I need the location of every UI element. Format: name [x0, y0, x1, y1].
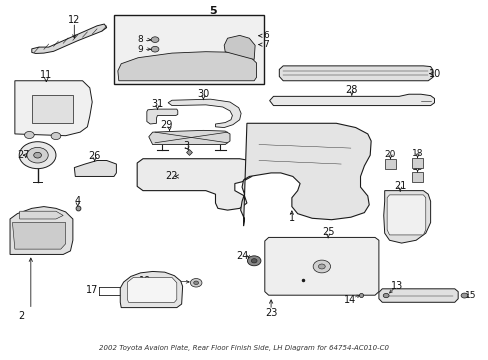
Text: 26: 26	[88, 151, 101, 161]
Text: 13: 13	[390, 281, 402, 291]
Circle shape	[383, 293, 388, 298]
Circle shape	[251, 259, 257, 263]
Text: 11: 11	[40, 71, 52, 80]
Text: 24: 24	[235, 251, 248, 261]
Polygon shape	[386, 195, 425, 235]
Polygon shape	[148, 130, 229, 145]
Circle shape	[193, 281, 198, 284]
Text: 29: 29	[160, 120, 172, 130]
Polygon shape	[279, 66, 432, 81]
Polygon shape	[127, 278, 177, 302]
Polygon shape	[146, 109, 178, 124]
Polygon shape	[32, 24, 106, 54]
Text: 10: 10	[428, 69, 441, 79]
Polygon shape	[269, 94, 434, 105]
Circle shape	[318, 264, 325, 269]
Bar	[114, 15, 264, 84]
Circle shape	[247, 256, 261, 266]
Text: 25: 25	[321, 228, 334, 238]
Polygon shape	[12, 222, 65, 249]
Text: 28: 28	[345, 85, 357, 95]
Text: 4: 4	[75, 196, 81, 206]
Text: 22: 22	[164, 171, 177, 181]
Polygon shape	[378, 289, 457, 302]
Circle shape	[19, 142, 56, 168]
Text: 3: 3	[183, 141, 189, 151]
Circle shape	[460, 293, 467, 298]
Bar	[384, 159, 395, 169]
Circle shape	[151, 37, 159, 42]
Circle shape	[24, 131, 34, 139]
Text: 1: 1	[288, 213, 294, 223]
Text: 21: 21	[393, 181, 406, 192]
Text: 12: 12	[68, 15, 81, 25]
Bar	[411, 158, 423, 168]
Text: 19: 19	[139, 276, 151, 286]
Text: 14: 14	[343, 295, 355, 305]
Text: 15: 15	[464, 291, 475, 300]
Text: 31: 31	[151, 99, 163, 109]
Polygon shape	[137, 159, 254, 210]
Text: 7: 7	[263, 40, 268, 49]
Circle shape	[51, 132, 61, 140]
Text: 16: 16	[411, 163, 423, 172]
Polygon shape	[118, 52, 256, 81]
Polygon shape	[120, 271, 182, 307]
Circle shape	[151, 46, 159, 52]
Polygon shape	[32, 95, 73, 123]
Polygon shape	[20, 211, 63, 219]
Circle shape	[27, 147, 48, 163]
Text: 17: 17	[86, 285, 98, 295]
Circle shape	[312, 260, 330, 273]
Text: 30: 30	[197, 89, 209, 99]
Text: 5: 5	[209, 5, 217, 15]
Polygon shape	[168, 99, 241, 127]
Text: 27: 27	[17, 150, 30, 160]
Text: 23: 23	[264, 308, 277, 318]
Polygon shape	[224, 35, 255, 59]
Text: 20: 20	[384, 150, 395, 159]
Polygon shape	[15, 81, 92, 136]
Text: 18: 18	[411, 149, 423, 158]
Text: 6: 6	[263, 31, 268, 40]
Text: 2002 Toyota Avalon Plate, Rear Floor Finish Side, LH Diagram for 64754-AC010-C0: 2002 Toyota Avalon Plate, Rear Floor Fin…	[99, 345, 389, 351]
Text: 8: 8	[138, 35, 143, 44]
Polygon shape	[264, 238, 378, 295]
Text: 9: 9	[138, 45, 143, 54]
Circle shape	[190, 279, 202, 287]
Polygon shape	[240, 123, 370, 226]
Polygon shape	[383, 191, 430, 243]
Polygon shape	[10, 207, 73, 255]
Bar	[411, 172, 423, 182]
Circle shape	[34, 152, 41, 158]
Polygon shape	[74, 161, 116, 176]
Text: 2: 2	[18, 311, 24, 321]
